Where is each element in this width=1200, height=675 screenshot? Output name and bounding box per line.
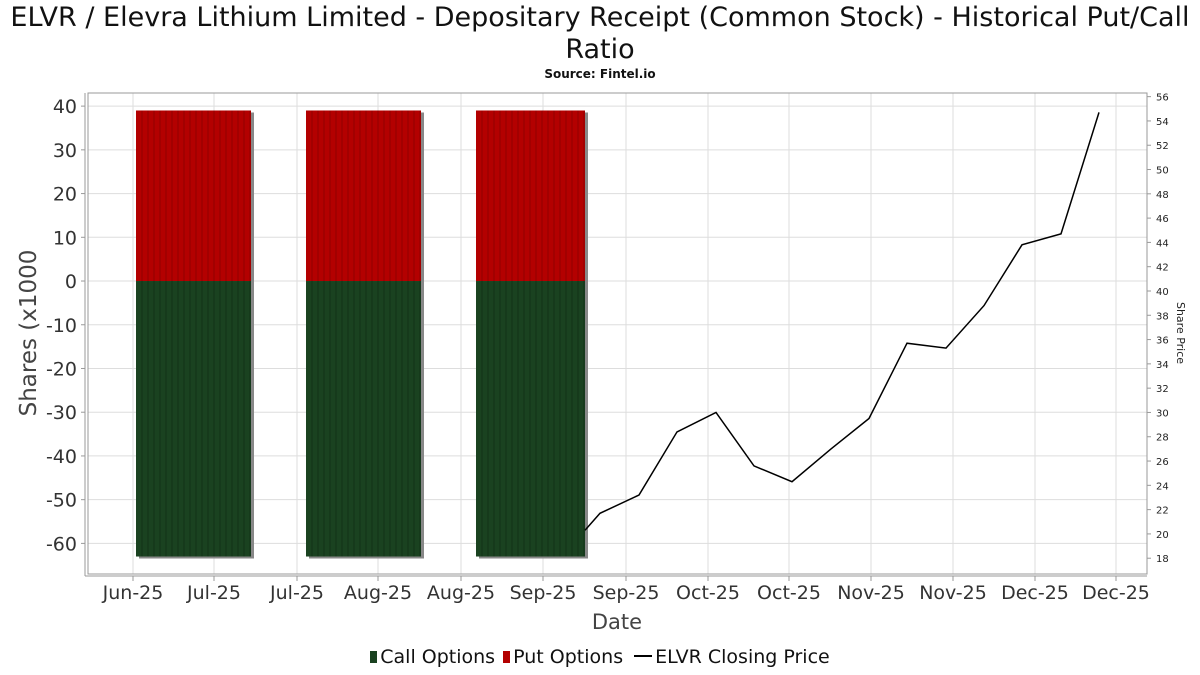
y2-tick-label: 48: [1156, 190, 1169, 201]
x-tick-label: Jul-25: [269, 582, 324, 604]
y2-tick-label: 42: [1156, 263, 1169, 274]
y2-tick-label: 30: [1156, 408, 1169, 419]
bar-group: [136, 110, 254, 559]
legend-call-label: Call Options: [380, 646, 496, 668]
x-tick-label: Sep-25: [593, 582, 660, 604]
put-bar: [476, 110, 585, 282]
y2-tick-label: 50: [1156, 166, 1169, 177]
y2-tick-label: 56: [1156, 93, 1169, 104]
y2-tick-label: 52: [1156, 141, 1169, 152]
legend-put[interactable]: Put Options: [503, 646, 623, 668]
y2-tick-label: 24: [1156, 481, 1169, 492]
chart-title: ELVR / Elevra Lithium Limited - Deposita…: [10, 2, 1190, 65]
x-tick-label: Nov-25: [837, 582, 905, 604]
y2-tick-label: 22: [1156, 506, 1169, 517]
legend-line-label: ELVR Closing Price: [655, 646, 830, 668]
y-tick-label: -40: [46, 446, 77, 468]
y-tick-label: 10: [53, 227, 77, 249]
x-tick-label: Oct-25: [676, 582, 740, 604]
y-tick-label: -60: [46, 533, 77, 555]
legend-put-label: Put Options: [513, 646, 624, 668]
y2-tick-label: 34: [1156, 360, 1169, 371]
price-line-layer: [584, 112, 1100, 531]
call-bar: [136, 281, 251, 557]
y-tick-label: -50: [46, 490, 77, 512]
chart-subtitle: Source: Fintel.io: [544, 67, 656, 81]
x-tick-label: Aug-25: [427, 582, 495, 604]
bar-group: [306, 110, 424, 559]
y2-tick-label: 18: [1156, 554, 1169, 565]
put-swatch: [503, 651, 511, 663]
call-bar: [306, 281, 421, 557]
x-axis-label: Date: [592, 610, 642, 634]
x-tick-label: Nov-25: [919, 582, 987, 604]
y2-tick-label: 44: [1156, 238, 1169, 249]
y2-tick-label: 46: [1156, 214, 1169, 225]
axes: 40 30 20 10 0 -10 -20 -30 -40 -50 -60 56 54 52 50 48 46 4…: [46, 92, 1169, 604]
put-bar: [136, 110, 251, 282]
y-tick-label: 40: [53, 96, 77, 118]
y-axis-label: Shares (x1000: [16, 250, 42, 417]
put-bar: [306, 110, 421, 282]
y2-tick-label: 40: [1156, 287, 1169, 298]
y2-tick-label: 36: [1156, 336, 1169, 347]
y2-tick-label: 26: [1156, 457, 1169, 468]
bars: [136, 110, 588, 559]
y2-tick-label: 32: [1156, 384, 1169, 395]
y2-axis-label: Share Price: [1174, 302, 1187, 364]
y2-tick-label: 54: [1156, 117, 1169, 128]
x-tick-label: Sep-25: [510, 582, 577, 604]
y-tick-label: 20: [53, 184, 77, 206]
legend-line[interactable]: ELVR Closing Price: [631, 646, 830, 668]
call-swatch: [370, 651, 378, 663]
plot-frame: [87, 92, 1148, 575]
x-tick-label: Dec-25: [1001, 582, 1069, 604]
y2-tick-label: 38: [1156, 311, 1169, 322]
legend: Call Options Put Options ELVR Closing Pr…: [0, 646, 1200, 668]
price-line: [584, 112, 1100, 531]
y-tick-label: 30: [53, 140, 77, 162]
x-tick-label: Oct-25: [757, 582, 821, 604]
y2-tick-label: 20: [1156, 530, 1169, 541]
x-tick-label: Jul-25: [186, 582, 241, 604]
x-tick-label: Jun-25: [102, 582, 164, 604]
y2-tick-label: 28: [1156, 433, 1169, 444]
x-tick-label: Aug-25: [344, 582, 412, 604]
y-tick-label: -20: [46, 358, 77, 380]
y-tick-label: -10: [46, 315, 77, 337]
bar-group: [476, 110, 588, 559]
call-bar: [476, 281, 585, 557]
y-tick-label: 0: [65, 271, 77, 293]
legend-call[interactable]: Call Options: [370, 646, 495, 668]
line-swatch: [634, 655, 653, 657]
y-tick-label: -30: [46, 402, 77, 424]
x-tick-label: Dec-25: [1082, 582, 1150, 604]
